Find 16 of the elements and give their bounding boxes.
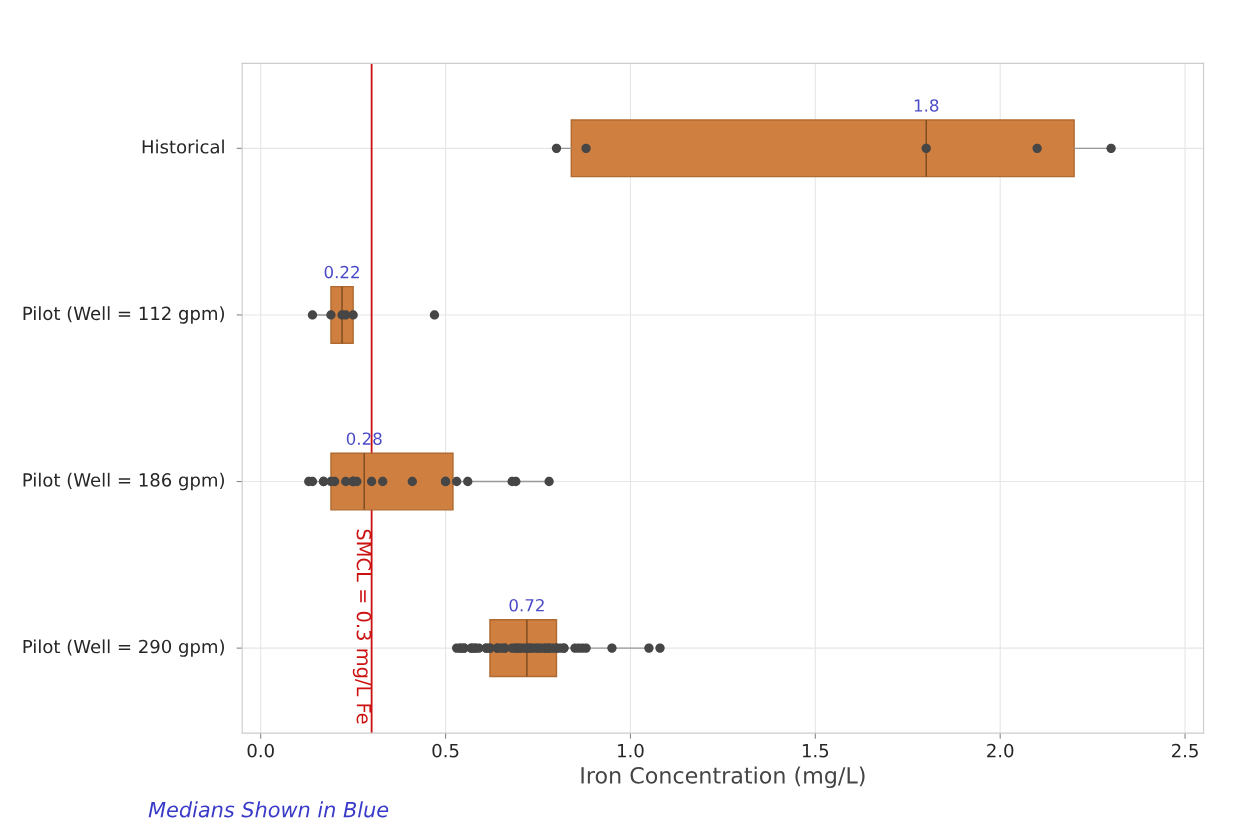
x-tick-label: 1.0 [618, 743, 644, 758]
annotation: 0.22 [324, 265, 359, 279]
x-tick-label: 2.0 [987, 743, 1014, 758]
y-tick-label: Historical [142, 139, 224, 154]
x-tick-label: 2.5 [1172, 743, 1198, 758]
annotation: 0.72 [509, 598, 544, 612]
y-tick-label: Pilot (Well = 290 gpm) [23, 639, 224, 657]
x-tick-label: 0.5 [432, 743, 459, 758]
y-tick-label: Pilot (Well = 186 gpm) [23, 472, 224, 491]
x-axis-title: Iron Concentration (mg/L) [581, 766, 865, 789]
x-tick-label: 1.5 [802, 744, 829, 758]
x-tick-label: 0.0 [247, 743, 274, 758]
annotation: 1.8 [914, 99, 939, 112]
text: Medians Shown in Blue [148, 801, 389, 818]
ref-line-label: SMCL = 0.3 mg/L Fe [352, 529, 372, 724]
y-tick-label: Pilot (Well = 112 gpm) [23, 306, 224, 324]
